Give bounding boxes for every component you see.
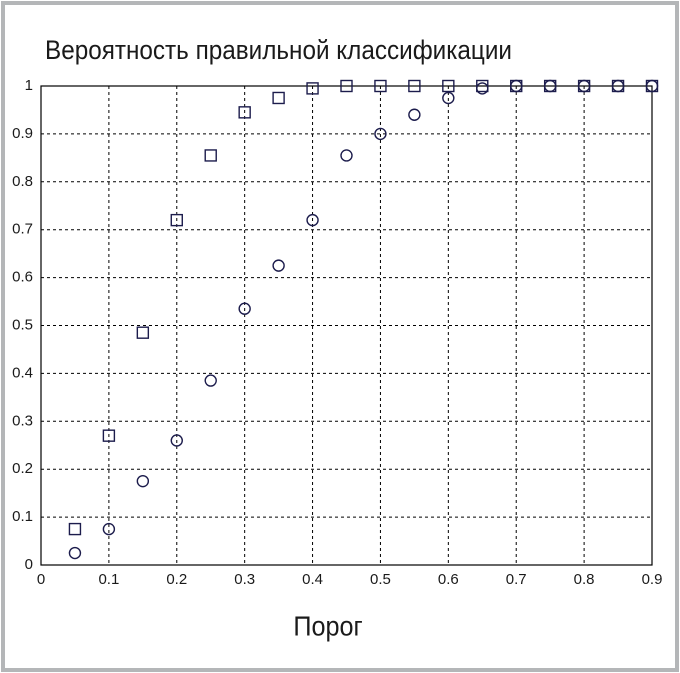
x-tick-label: 0.1 [98,571,119,588]
square-marker [204,149,217,162]
circle-marker [68,546,82,560]
chart-title: Вероятность правильной классификации [45,36,512,65]
x-tick-label: 0.9 [642,571,663,588]
square-marker [136,326,150,339]
square-marker [340,79,353,93]
circle-marker [306,213,319,227]
circle-marker [543,79,557,93]
square-marker [272,91,285,105]
square-marker [442,79,455,93]
square-marker [238,106,251,119]
square-marker [408,79,421,93]
square-marker [306,82,319,95]
y-tick-label: 0.1 [12,508,33,525]
y-tick-label: 0.3 [12,412,33,429]
circle-marker [170,434,183,447]
y-tick-label: 1 [25,77,33,94]
y-tick-label: 0.2 [12,460,33,477]
square-marker [102,429,116,442]
y-tick-label: 0.7 [12,221,33,238]
circle-marker [408,108,421,121]
y-tick-label: 0.8 [12,173,33,190]
square-marker [68,522,82,536]
x-tick-label: 0.6 [438,571,459,588]
x-axis-label: Порог [293,610,362,642]
x-tick-label: 0.3 [234,571,255,588]
circle-marker [510,79,523,93]
square-marker [170,213,183,227]
x-tick-label: 0 [37,571,45,588]
circle-marker [238,302,251,315]
circle-marker [577,79,591,93]
circle-marker [272,259,285,272]
circle-marker [611,79,625,93]
x-tick-label: 0.8 [574,571,595,588]
circle-marker [102,522,116,536]
circle-marker [136,474,150,488]
y-tick-label: 0.6 [12,269,33,286]
y-tick-label: 0.4 [12,364,33,381]
x-tick-label: 0.7 [506,571,527,588]
x-tick-label: 0.4 [302,571,323,588]
circle-marker [442,91,455,105]
y-tick-label: 0.5 [12,316,33,333]
y-tick-label: 0.9 [12,125,33,142]
circle-marker [645,79,659,93]
circle-marker [374,127,387,141]
circle-marker [204,374,217,387]
square-marker [374,79,387,93]
x-tick-label: 0.5 [370,571,391,588]
x-tick-label: 0.2 [166,571,187,588]
circle-marker [476,82,489,95]
y-tick-label: 0 [25,556,33,573]
circle-marker [340,149,353,162]
